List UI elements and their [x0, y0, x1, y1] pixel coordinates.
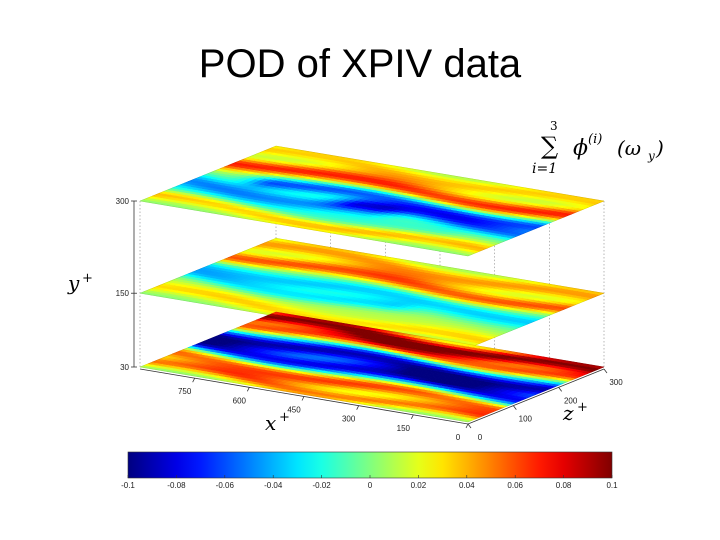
- axes-frame: [133, 146, 605, 367]
- page-title: POD of XPIV data: [198, 42, 522, 86]
- slice-planes: [139, 145, 605, 423]
- slice-plane-y30: [139, 311, 605, 423]
- slice-plane-y300: [139, 145, 605, 257]
